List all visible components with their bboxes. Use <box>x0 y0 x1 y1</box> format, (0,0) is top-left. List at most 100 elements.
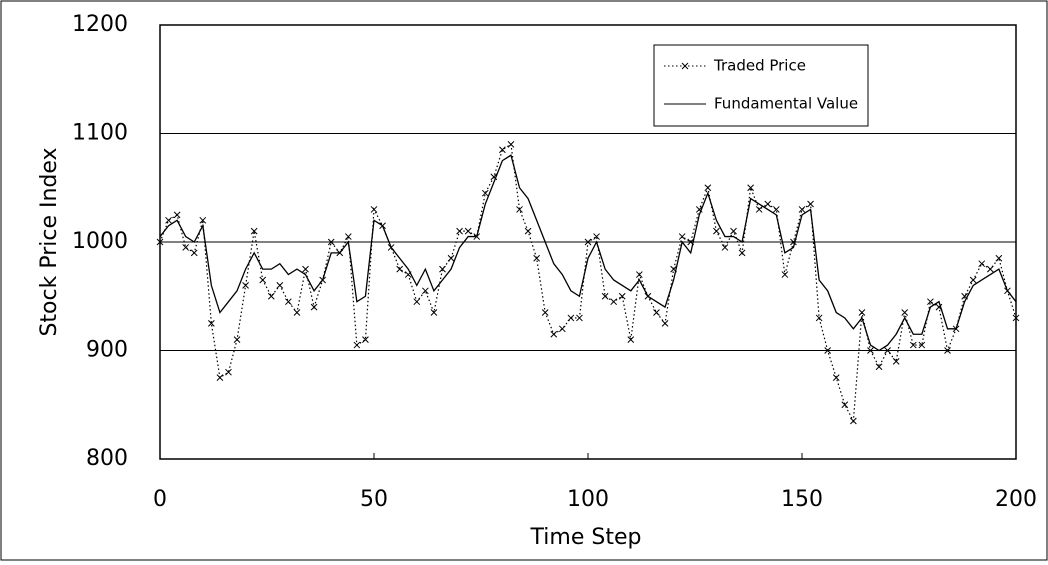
marker <box>764 200 772 208</box>
marker <box>182 244 190 251</box>
marker <box>362 336 369 344</box>
marker <box>285 298 292 306</box>
marker <box>481 189 489 197</box>
marker <box>901 309 909 316</box>
marker <box>832 374 840 381</box>
marker <box>927 298 934 306</box>
marker <box>918 341 926 349</box>
marker <box>216 374 224 381</box>
marker <box>978 260 986 268</box>
marker <box>681 62 689 70</box>
marker <box>447 254 455 262</box>
x-tick-label: 150 <box>781 487 823 512</box>
marker <box>250 227 258 235</box>
marker <box>610 298 618 306</box>
marker <box>208 320 215 327</box>
marker <box>969 276 977 284</box>
marker <box>653 309 660 316</box>
marker <box>276 282 284 289</box>
x-axis-title: Time Step <box>530 525 642 550</box>
marker <box>233 336 241 344</box>
marker <box>738 249 746 257</box>
marker <box>713 227 720 235</box>
marker <box>986 265 994 273</box>
marker <box>772 206 780 213</box>
marker <box>584 238 592 246</box>
marker <box>430 309 438 316</box>
marker <box>310 303 318 311</box>
marker <box>944 347 951 354</box>
marker <box>422 287 429 295</box>
marker <box>302 265 309 273</box>
marker <box>601 292 609 300</box>
marker <box>344 233 352 240</box>
marker <box>593 233 600 240</box>
marker <box>747 184 754 192</box>
series-line <box>159 143 1017 424</box>
marker <box>867 347 874 354</box>
marker <box>199 216 207 224</box>
marker <box>507 140 515 148</box>
marker <box>524 227 532 235</box>
marker <box>755 206 763 213</box>
marker <box>190 249 198 257</box>
marker <box>858 309 866 316</box>
y-tick-label: 1000 <box>72 229 128 254</box>
marker <box>1012 314 1020 322</box>
marker <box>464 227 472 235</box>
marker <box>225 368 232 376</box>
marker <box>499 146 506 154</box>
series-line <box>159 154 1017 352</box>
x-tick-label: 100 <box>567 487 609 512</box>
marker <box>678 233 686 240</box>
marker <box>353 341 361 349</box>
marker <box>516 206 523 213</box>
marker <box>533 254 540 262</box>
marker <box>627 336 635 344</box>
marker <box>267 292 275 300</box>
marker <box>259 276 267 284</box>
marker <box>875 363 883 371</box>
y-tick-label: 1100 <box>72 121 128 146</box>
marker <box>576 314 583 322</box>
marker <box>156 238 164 246</box>
y-tick-label: 900 <box>86 338 128 363</box>
marker <box>370 206 378 213</box>
marker <box>884 347 891 354</box>
marker <box>550 330 558 338</box>
x-tick-label: 200 <box>995 487 1037 512</box>
marker <box>661 320 669 327</box>
marker <box>807 200 814 208</box>
marker <box>173 211 181 219</box>
marker <box>558 325 566 333</box>
marker <box>618 292 626 300</box>
legend-label: Traded Price <box>713 57 806 75</box>
x-tick-label: 0 <box>153 487 167 512</box>
marker <box>850 417 857 425</box>
marker <box>242 282 249 289</box>
marker <box>841 401 849 409</box>
marker <box>456 227 463 235</box>
marker <box>704 184 712 192</box>
marker <box>798 206 806 213</box>
marker <box>293 309 301 316</box>
marker <box>730 227 737 235</box>
marker <box>439 265 446 273</box>
marker <box>413 298 421 306</box>
marker <box>327 238 335 246</box>
y-axis-title: Stock Price Index <box>37 147 62 336</box>
marker <box>909 341 917 349</box>
marker <box>815 314 823 322</box>
marker <box>541 309 549 316</box>
marker <box>995 254 1003 262</box>
marker <box>781 271 789 278</box>
marker <box>824 347 832 354</box>
marker <box>721 244 729 251</box>
marker <box>636 271 643 278</box>
marker <box>892 357 900 365</box>
y-tick-label: 1200 <box>72 12 128 37</box>
legend-label: Fundamental Value <box>714 95 858 113</box>
marker <box>165 216 172 224</box>
